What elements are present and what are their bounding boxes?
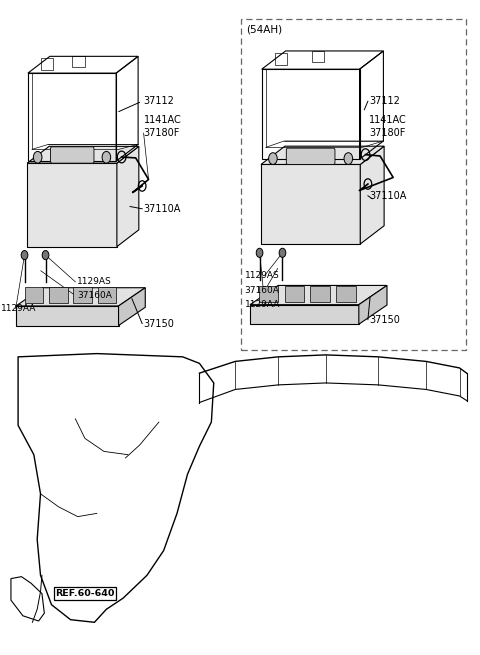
- Text: 37180F: 37180F: [144, 128, 180, 138]
- Polygon shape: [359, 286, 387, 324]
- Bar: [41, 58, 53, 70]
- Circle shape: [279, 248, 286, 257]
- Circle shape: [21, 251, 28, 259]
- Polygon shape: [27, 146, 139, 163]
- Bar: [275, 53, 287, 65]
- Circle shape: [344, 153, 353, 164]
- Polygon shape: [117, 146, 139, 247]
- Bar: [311, 286, 330, 302]
- Text: 37110A: 37110A: [144, 204, 181, 214]
- Text: 37180F: 37180F: [369, 128, 406, 138]
- Text: 1129AS: 1129AS: [245, 271, 279, 280]
- Polygon shape: [360, 146, 384, 244]
- Text: 37112: 37112: [369, 96, 400, 106]
- Bar: [49, 287, 68, 303]
- Text: 1141AC: 1141AC: [144, 115, 181, 125]
- Bar: [98, 287, 117, 303]
- Text: (54AH): (54AH): [246, 25, 282, 35]
- Polygon shape: [27, 163, 117, 247]
- Bar: [72, 56, 85, 67]
- Text: 1141AC: 1141AC: [369, 115, 407, 125]
- Circle shape: [269, 153, 277, 164]
- FancyBboxPatch shape: [50, 147, 94, 163]
- Text: 37160A: 37160A: [77, 291, 112, 300]
- Text: 1129AA: 1129AA: [245, 299, 280, 309]
- Polygon shape: [250, 286, 387, 305]
- Text: 37160A: 37160A: [245, 286, 280, 295]
- Circle shape: [34, 151, 42, 163]
- Text: 1129AS: 1129AS: [77, 277, 111, 286]
- Bar: [24, 287, 43, 303]
- Bar: [312, 50, 324, 62]
- Circle shape: [42, 251, 49, 259]
- Circle shape: [102, 151, 111, 163]
- Polygon shape: [16, 288, 145, 306]
- Bar: [285, 286, 304, 302]
- Text: 37112: 37112: [144, 96, 174, 106]
- Circle shape: [256, 248, 263, 257]
- Bar: [73, 287, 92, 303]
- Polygon shape: [250, 305, 359, 324]
- Polygon shape: [261, 146, 384, 164]
- Polygon shape: [16, 306, 119, 326]
- Text: 37150: 37150: [369, 314, 400, 325]
- Polygon shape: [119, 288, 145, 326]
- Bar: [336, 286, 356, 302]
- Text: 1129AA: 1129AA: [1, 304, 37, 313]
- Polygon shape: [261, 164, 360, 244]
- Text: REF.60-640: REF.60-640: [55, 589, 115, 598]
- Text: 37150: 37150: [144, 318, 174, 329]
- Text: 37110A: 37110A: [369, 191, 407, 200]
- FancyBboxPatch shape: [286, 148, 335, 164]
- Bar: [259, 286, 278, 302]
